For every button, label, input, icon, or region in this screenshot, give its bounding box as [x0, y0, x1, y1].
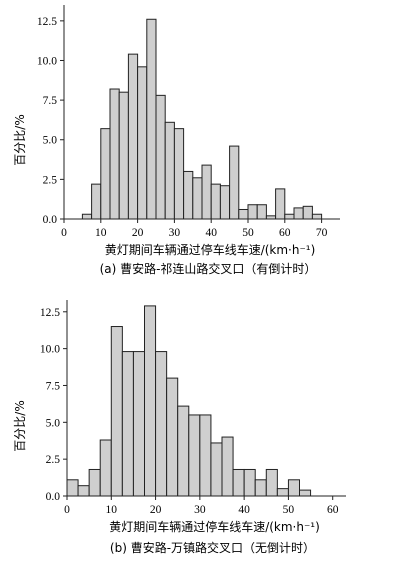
bar — [166, 377, 179, 497]
bar — [243, 468, 256, 497]
bar — [77, 485, 90, 497]
y-tick-label: 5.0 — [43, 135, 58, 147]
bar — [287, 479, 300, 497]
chart-caption: (b) 曹安路-万镇路交叉口（无倒计时） — [110, 540, 315, 555]
bar — [110, 326, 123, 497]
bar — [247, 204, 258, 220]
bar — [132, 351, 146, 497]
x-tick-label: 20 — [150, 504, 162, 516]
bar — [173, 128, 185, 220]
y-tick-label: 7.5 — [43, 95, 58, 107]
bar — [265, 468, 278, 497]
chart-caption: (a) 曹安路-祁连山路交叉口（有倒计时） — [100, 261, 317, 276]
x-axis-label: 黄灯期间车辆通过停车线车速/(km·h⁻¹) — [109, 519, 320, 534]
bar — [254, 479, 267, 497]
bar — [219, 185, 231, 220]
x-tick-label: 40 — [205, 227, 217, 239]
bar — [155, 351, 168, 497]
y-tick-label: 7.5 — [46, 380, 61, 392]
chart-panel-b: 0.0 2.5 5.0 7.5 10.0 12.5 0 10 20 30 40 50 60 百分比/%… — [13, 300, 346, 555]
y-tick-label: 0.0 — [46, 491, 61, 503]
bar — [137, 66, 148, 220]
bar — [155, 94, 166, 220]
x-tick-label: 0 — [61, 227, 67, 239]
bar — [164, 121, 175, 220]
y-tick-label: 12.5 — [40, 307, 60, 319]
bar — [210, 442, 223, 497]
x-tick-label: 20 — [132, 227, 144, 239]
x-ticks: 0 10 20 30 40 50 60 — [64, 496, 339, 516]
x-axis-label: 黄灯期间车辆通过停车线车速/(km·h⁻¹) — [105, 242, 316, 257]
y-axis-label: 百分比/% — [13, 114, 27, 165]
bar — [256, 204, 267, 220]
bar — [81, 213, 93, 220]
x-tick-label: 0 — [64, 504, 70, 516]
bar-series — [81, 18, 323, 220]
x-tick-label: 30 — [169, 227, 181, 239]
x-tick-label: 30 — [194, 504, 206, 516]
bar — [201, 164, 212, 220]
x-tick-label: 10 — [95, 227, 107, 239]
bar — [284, 213, 295, 220]
x-tick-label: 60 — [327, 504, 339, 516]
bar — [146, 18, 157, 220]
bar — [192, 177, 203, 220]
y-tick-label: 2.5 — [43, 174, 58, 186]
bar — [275, 188, 286, 220]
x-tick-label: 50 — [242, 227, 254, 239]
y-tick-label: 5.0 — [46, 417, 61, 429]
bar — [293, 207, 304, 220]
y-tick-label: 12.5 — [37, 16, 57, 28]
x-tick-label: 60 — [279, 227, 291, 239]
bar — [188, 414, 201, 497]
bar — [177, 405, 190, 497]
bar — [100, 128, 111, 220]
bar — [121, 351, 134, 497]
y-tick-label: 10.0 — [40, 344, 60, 356]
x-ticks: 0 10 20 30 40 50 60 70 — [61, 219, 328, 239]
bar — [99, 439, 112, 497]
bar — [238, 208, 249, 220]
bar — [66, 479, 79, 497]
x-tick-label: 40 — [238, 504, 250, 516]
bar — [232, 468, 245, 497]
bar — [91, 183, 102, 220]
bar — [199, 414, 212, 497]
y-tick-label: 0.0 — [43, 214, 58, 226]
y-ticks: 0.0 2.5 5.0 7.5 10.0 12.5 — [40, 307, 67, 503]
bar — [210, 183, 221, 220]
bar — [88, 468, 101, 497]
bar — [221, 436, 234, 497]
bar — [144, 305, 157, 497]
bar — [299, 489, 312, 497]
bar — [127, 53, 139, 220]
x-tick-label: 10 — [106, 504, 118, 516]
bar — [183, 170, 194, 220]
y-tick-label: 10.0 — [37, 55, 57, 67]
bar — [229, 145, 240, 220]
x-tick-label: 70 — [316, 227, 328, 239]
y-ticks: 0.0 2.5 5.0 7.5 10.0 12.5 — [37, 16, 64, 226]
bar — [302, 205, 313, 220]
x-tick-label: 50 — [283, 504, 295, 516]
chart-panel-a: 0.0 2.5 5.0 7.5 10.0 12.5 0 10 20 30 40 50 60 70 百分比… — [13, 5, 340, 276]
bar — [311, 213, 323, 220]
bar — [118, 91, 129, 220]
bar-series — [66, 305, 312, 497]
y-axis-label: 百分比/% — [13, 400, 27, 451]
y-tick-label: 2.5 — [46, 454, 61, 466]
bar — [276, 488, 289, 497]
bar — [109, 88, 120, 220]
